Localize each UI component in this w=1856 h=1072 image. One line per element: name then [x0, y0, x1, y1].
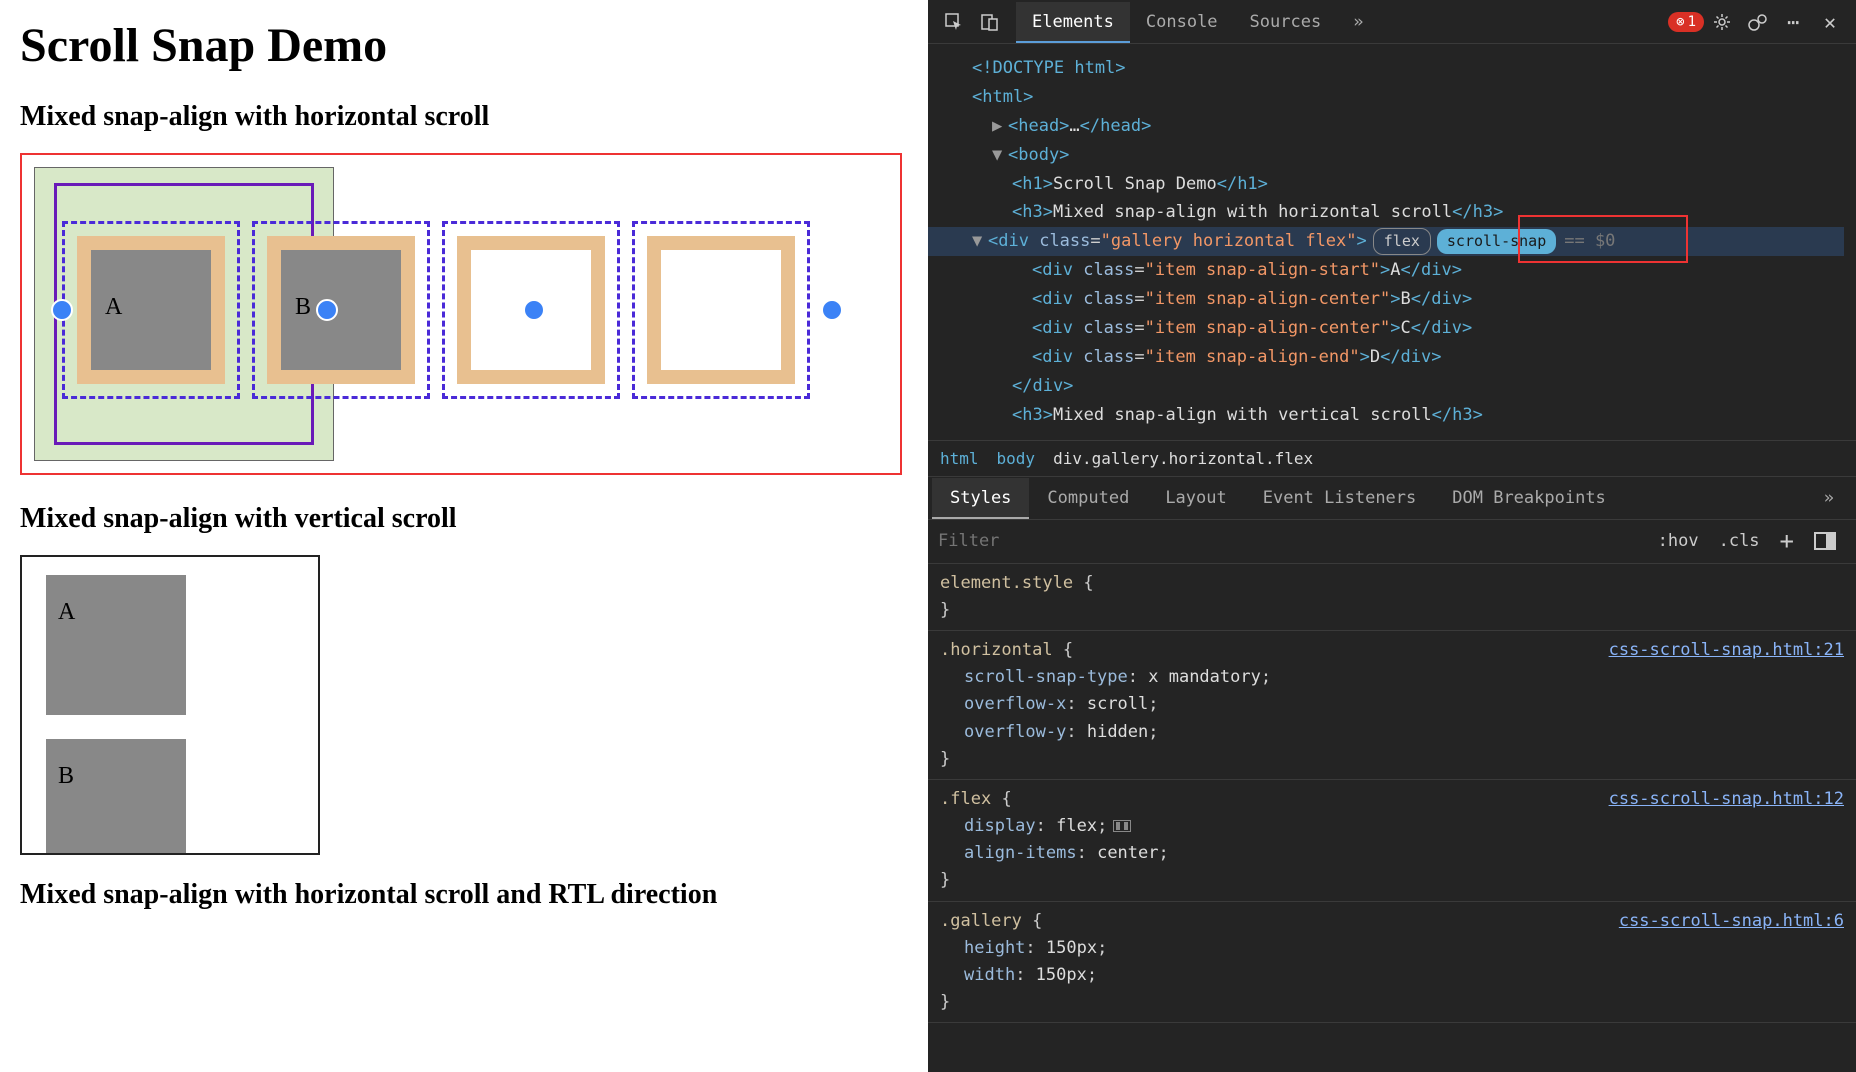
devtools-main-tabs: ElementsConsoleSources — [1016, 2, 1337, 42]
whatsnew-icon[interactable] — [1744, 8, 1772, 36]
close-devtools-icon[interactable]: ✕ — [1816, 8, 1844, 36]
dom-line[interactable]: <html> — [972, 83, 1844, 112]
dom-line[interactable]: <div class="item snap-align-start">A</di… — [972, 256, 1844, 285]
subtabs-overflow[interactable]: » — [1806, 478, 1852, 518]
vertical-gallery[interactable]: AB — [20, 555, 320, 855]
tab-sources[interactable]: Sources — [1234, 2, 1338, 42]
settings-icon[interactable] — [1708, 8, 1736, 36]
cls-toggle[interactable]: .cls — [1719, 531, 1760, 551]
tab-elements[interactable]: Elements — [1016, 2, 1130, 42]
dom-breadcrumb[interactable]: html body div.gallery.horizontal.flex — [928, 440, 1856, 476]
devtools-panel: ElementsConsoleSources » 1 ⋯ ✕ <!DOCTYPE… — [928, 0, 1856, 1072]
snap-item-inner — [647, 236, 795, 384]
snap-point-dot — [316, 299, 338, 321]
dom-line-selected[interactable]: …▼<div class="gallery horizontal flex">f… — [928, 227, 1844, 256]
section1-heading: Mixed snap-align with horizontal scroll — [20, 101, 908, 133]
dom-line[interactable]: <!DOCTYPE html> — [972, 54, 1844, 83]
scroll-snap-badge[interactable]: scroll-snap — [1437, 229, 1556, 255]
computed-toggle-icon[interactable] — [1814, 532, 1836, 550]
flex-badge[interactable]: flex — [1373, 228, 1431, 256]
subtab-dom-breakpoints[interactable]: DOM Breakpoints — [1434, 478, 1624, 518]
vertical-item[interactable]: B — [46, 739, 186, 855]
rule-source-link[interactable]: css-scroll-snap.html:21 — [1609, 637, 1844, 664]
devtools-toolbar: ElementsConsoleSources » 1 ⋯ ✕ — [928, 0, 1856, 44]
tabs-overflow[interactable]: » — [1337, 2, 1379, 42]
error-count-badge[interactable]: 1 — [1668, 12, 1704, 32]
snap-item[interactable] — [632, 221, 810, 399]
hov-toggle[interactable]: :hov — [1658, 531, 1699, 551]
styles-filter-row: :hov .cls + — [928, 520, 1856, 564]
rule-source-link[interactable]: css-scroll-snap.html:12 — [1609, 786, 1844, 813]
styles-pane[interactable]: element.style {}css-scroll-snap.html:21.… — [928, 564, 1856, 1072]
breadcrumb-item[interactable]: body — [997, 449, 1036, 468]
vertical-item[interactable]: A — [46, 575, 186, 715]
eq-zero-label: == $0 — [1564, 231, 1615, 251]
subtab-computed[interactable]: Computed — [1029, 478, 1147, 518]
dom-line[interactable]: <h3>Mixed snap-align with horizontal scr… — [972, 198, 1844, 227]
rule-source-link[interactable]: css-scroll-snap.html:6 — [1619, 908, 1844, 935]
snap-point-dot — [821, 299, 843, 321]
snap-item-inner — [77, 236, 225, 384]
devtools-highlight-box: AB — [20, 153, 902, 475]
snap-item[interactable]: B — [252, 221, 430, 399]
styles-subtabs: StylesComputedLayoutEvent ListenersDOM B… — [928, 476, 1856, 520]
dom-line[interactable]: <div class="item snap-align-center">B</d… — [972, 285, 1844, 314]
snap-item[interactable]: A — [62, 221, 240, 399]
snap-point-dot — [523, 299, 545, 321]
section2-heading: Mixed snap-align with vertical scroll — [20, 503, 908, 535]
rendered-page: Scroll Snap Demo Mixed snap-align with h… — [0, 0, 928, 1072]
new-rule-button[interactable]: + — [1780, 527, 1794, 555]
style-rule[interactable]: css-scroll-snap.html:12.flex {display: f… — [928, 780, 1856, 902]
dom-line[interactable]: ▶<head>…</head> — [972, 112, 1844, 141]
subtab-event-listeners[interactable]: Event Listeners — [1245, 478, 1435, 518]
kebab-menu-icon[interactable]: ⋯ — [1780, 8, 1808, 36]
inspect-icon[interactable] — [940, 8, 968, 36]
breadcrumb-item[interactable]: html — [940, 449, 979, 468]
device-toggle-icon[interactable] — [976, 8, 1004, 36]
snap-item-label: A — [105, 294, 122, 321]
style-rule[interactable]: css-scroll-snap.html:6.gallery {height: … — [928, 902, 1856, 1024]
style-rule[interactable]: css-scroll-snap.html:21.horizontal {scro… — [928, 631, 1856, 780]
snap-item-inner — [267, 236, 415, 384]
subtab-styles[interactable]: Styles — [932, 478, 1029, 518]
snap-item-label: B — [295, 294, 311, 321]
section3-heading: Mixed snap-align with horizontal scroll … — [20, 879, 908, 911]
dom-line[interactable]: <div class="item snap-align-center">C</d… — [972, 314, 1844, 343]
breadcrumb-item[interactable]: div.gallery.horizontal.flex — [1053, 449, 1313, 468]
flex-editor-icon[interactable] — [1113, 820, 1131, 832]
dom-tree[interactable]: <!DOCTYPE html><html>▶<head>…</head>▼<bo… — [928, 44, 1856, 440]
dom-line[interactable]: </div> — [972, 372, 1844, 401]
dom-line[interactable]: <h1>Scroll Snap Demo</h1> — [972, 170, 1844, 199]
styles-filter-input[interactable] — [938, 531, 1648, 551]
subtab-layout[interactable]: Layout — [1147, 478, 1244, 518]
dom-line[interactable]: <div class="item snap-align-end">D</div> — [972, 343, 1844, 372]
snap-point-dot — [51, 299, 73, 321]
snap-items-row: AB — [62, 221, 810, 399]
dom-line[interactable]: <h3>Mixed snap-align with vertical scrol… — [972, 401, 1844, 430]
horizontal-gallery[interactable]: AB — [26, 159, 896, 469]
dom-line[interactable]: ▼<body> — [972, 141, 1844, 170]
page-title: Scroll Snap Demo — [20, 18, 908, 73]
tab-console[interactable]: Console — [1130, 2, 1234, 42]
style-rule[interactable]: element.style {} — [928, 564, 1856, 631]
